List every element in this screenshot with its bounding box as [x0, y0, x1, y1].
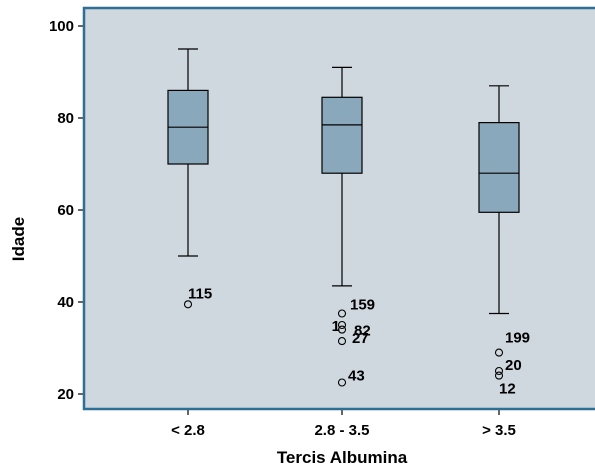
outlier-label: 12 [499, 381, 516, 398]
y-tick-label: 80 [57, 110, 74, 127]
outlier-label: 1 [332, 318, 340, 335]
outlier-point [494, 348, 504, 357]
x-tick-label: < 2.8 [171, 422, 205, 439]
box-group: 199 20 12 [478, 85, 530, 398]
x-tick-label: 2.8 - 3.5 [314, 422, 369, 439]
outlier-label: 115 [188, 285, 212, 302]
outlier-label: 43 [348, 368, 365, 385]
x-axis: < 2.8 2.8 - 3.5 > 3.5 [171, 409, 516, 439]
x-axis-title: Tercis Albumina [277, 448, 408, 467]
outlier-label: 199 [505, 330, 530, 347]
plot-border [82, 6, 595, 411]
y-axis-title: Idade [9, 217, 28, 261]
outlier-point [494, 366, 504, 376]
iqr-box [478, 121, 520, 213]
outlier-label: 159 [350, 297, 375, 314]
box-group: 115 [167, 48, 212, 309]
y-axis: 20 40 60 80 100 [49, 18, 84, 403]
outlier-point [494, 371, 504, 380]
outlier-point [337, 309, 347, 318]
iqr-box [321, 96, 363, 174]
y-tick-label: 40 [57, 294, 74, 311]
outlier-label: 27 [352, 330, 369, 347]
outlier-point [337, 325, 347, 334]
outlier-label: 20 [505, 357, 522, 374]
x-tick-label: > 3.5 [482, 422, 516, 439]
outlier-point [183, 300, 193, 309]
outlier-point [337, 378, 347, 387]
outlier-label: 82 [354, 323, 371, 340]
y-tick-label: 60 [57, 202, 74, 219]
y-tick-label: 100 [49, 18, 74, 35]
outlier-point [337, 320, 347, 330]
y-tick-label: 20 [57, 386, 74, 403]
outlier-point [337, 337, 347, 346]
